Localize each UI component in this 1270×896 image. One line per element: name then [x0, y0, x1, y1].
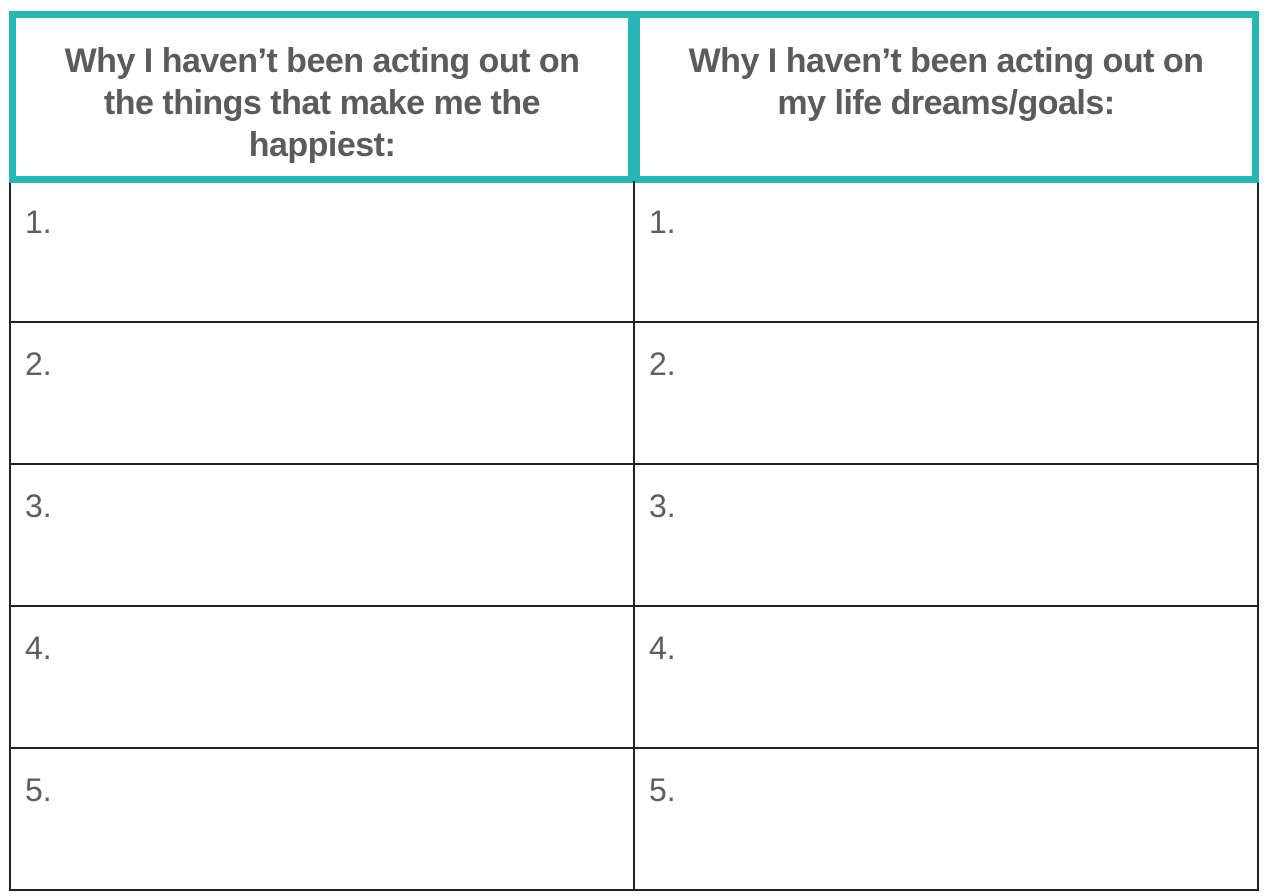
table-row: 2. 2.	[11, 321, 1257, 463]
answer-cell-dreams[interactable]: 4.	[633, 607, 1257, 747]
answer-cell-happiest[interactable]: 3.	[25, 488, 52, 524]
worksheet-table: Why I haven’t been acting out on the thi…	[9, 11, 1259, 891]
answer-cell-dreams[interactable]: 2.	[633, 323, 1257, 463]
table-row: 4. 4.	[11, 605, 1257, 747]
table-row: 5. 5.	[11, 747, 1257, 889]
answer-rows: 1. 1. 2. 2. 3. 3. 4. 4. 5. 5.	[9, 181, 1259, 891]
answer-cell-happiest[interactable]: 2.	[25, 346, 52, 382]
answer-cell-happiest[interactable]: 1.	[25, 204, 52, 240]
answer-cell-dreams[interactable]: 5.	[633, 749, 1257, 889]
answer-cell-dreams[interactable]: 1.	[633, 181, 1257, 321]
answer-cell-happiest[interactable]: 5.	[25, 772, 52, 808]
header-row: Why I haven’t been acting out on the thi…	[9, 11, 1259, 183]
table-row: 1. 1.	[11, 181, 1257, 321]
answer-cell-happiest[interactable]: 4.	[25, 630, 52, 666]
header-happiest-column: Why I haven’t been acting out on the thi…	[9, 11, 635, 183]
answer-cell-dreams[interactable]: 3.	[633, 465, 1257, 605]
header-dreams-goals-column: Why I haven’t been acting out on my life…	[633, 11, 1259, 183]
table-row: 3. 3.	[11, 463, 1257, 605]
